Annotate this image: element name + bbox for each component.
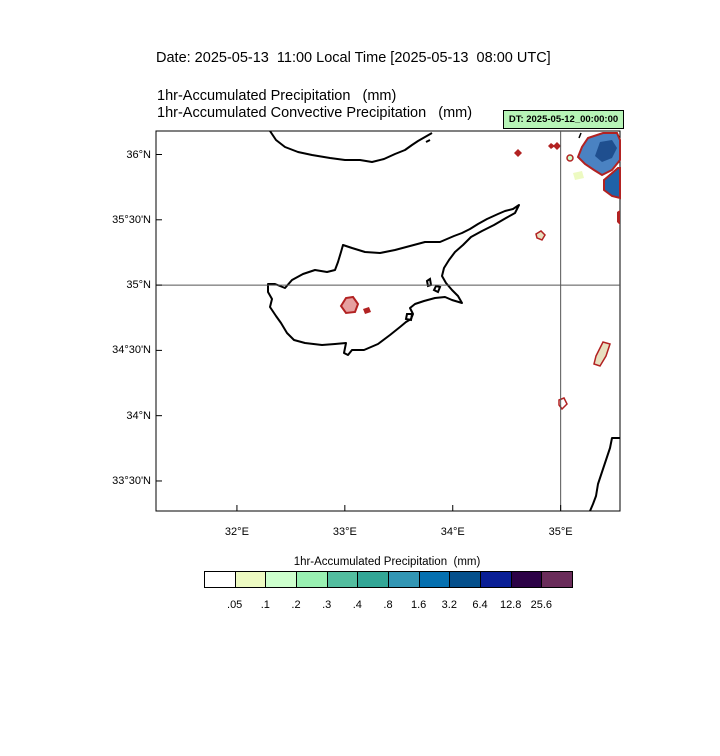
colorbar-swatch [234, 571, 267, 588]
cyprus-islet-2 [432, 284, 442, 294]
colorbar-level-label: 25.6 [530, 599, 553, 611]
colorbar-level-label: .3 [322, 599, 332, 611]
precip-cell-3 [553, 142, 561, 150]
precip-cell-ne-small [566, 154, 574, 162]
colorbar-swatch [480, 571, 512, 588]
x-tick-label: 35°E [548, 526, 573, 538]
precip-light-ne [573, 171, 584, 180]
y-tick-label: 35°30'N [112, 213, 151, 226]
cyprus-islet-3 [404, 313, 414, 322]
y-tick-label: 36°N [126, 148, 151, 161]
precip-cell-1 [514, 149, 522, 157]
colorbar-swatch [296, 571, 328, 588]
colorbar-swatch [388, 571, 420, 588]
precip-core-ne-upper [595, 140, 617, 162]
colorbar-level-label: 6.4 [472, 599, 488, 611]
y-tick-label: 34°30'N [112, 344, 151, 357]
colorbar-swatch [326, 571, 359, 588]
precip-fields [339, 132, 621, 411]
colorbar-title: 1hr-Accumulated Precipitation (mm) [293, 556, 481, 568]
precip-cell-7 [617, 210, 620, 225]
precip-cell-4 [535, 230, 546, 241]
y-tick-label: 33°30'N [112, 474, 151, 487]
x-tick-label: 32°E [224, 526, 249, 538]
x-tick-label: 34°E [440, 526, 465, 538]
date-title: Date: 2025-05-13 11:00 Local Time [2025-… [156, 50, 551, 66]
colorbar-swatch [265, 571, 297, 588]
colorbar-swatch [418, 571, 451, 588]
colorbar-level-label: .05 [227, 599, 243, 611]
colorbar-swatch [357, 571, 389, 588]
colorbar-level-label: .8 [383, 599, 393, 611]
colorbar-level-label: 1.6 [411, 599, 427, 611]
colorbar-level-label: .2 [291, 599, 301, 611]
turkey-coast-bit [425, 139, 431, 143]
turkey-coastline [269, 130, 433, 163]
y-tick-label: 35°N [126, 279, 151, 292]
cyprus-coastline [267, 204, 520, 356]
colorbar-level-label: .4 [352, 599, 362, 611]
precip-cell-troodos [339, 295, 360, 315]
axis-ticks [156, 154, 562, 511]
colorbar-swatch [541, 571, 573, 588]
y-tick-label: 34°N [126, 409, 151, 422]
init-time-badge: DT: 2025-05-12_00:00:00 [503, 110, 624, 129]
convective-variable-title: 1hr-Accumulated Convective Precipitation… [157, 105, 473, 121]
precip-cell-5 [593, 341, 611, 367]
precip-cell-2 [548, 143, 555, 149]
precip-cell-6 [558, 397, 568, 411]
syria-coast-bit [578, 132, 582, 139]
colorbar-level-label: 3.2 [441, 599, 457, 611]
precip-variable-title: 1hr-Accumulated Precipitation (mm) [157, 88, 397, 104]
levant-coastline [589, 437, 620, 512]
precip-area-ne-lower [603, 167, 621, 200]
colorbar-swatch [449, 571, 481, 588]
map-frame [155, 130, 621, 512]
colorbar-level-label: 12.8 [499, 599, 522, 611]
precip-cell-troodos-b [363, 307, 371, 314]
colorbar-level-label: .1 [260, 599, 270, 611]
x-tick-label: 33°E [332, 526, 357, 538]
colorbar-swatch [510, 571, 543, 588]
colorbar-swatch [204, 571, 236, 588]
